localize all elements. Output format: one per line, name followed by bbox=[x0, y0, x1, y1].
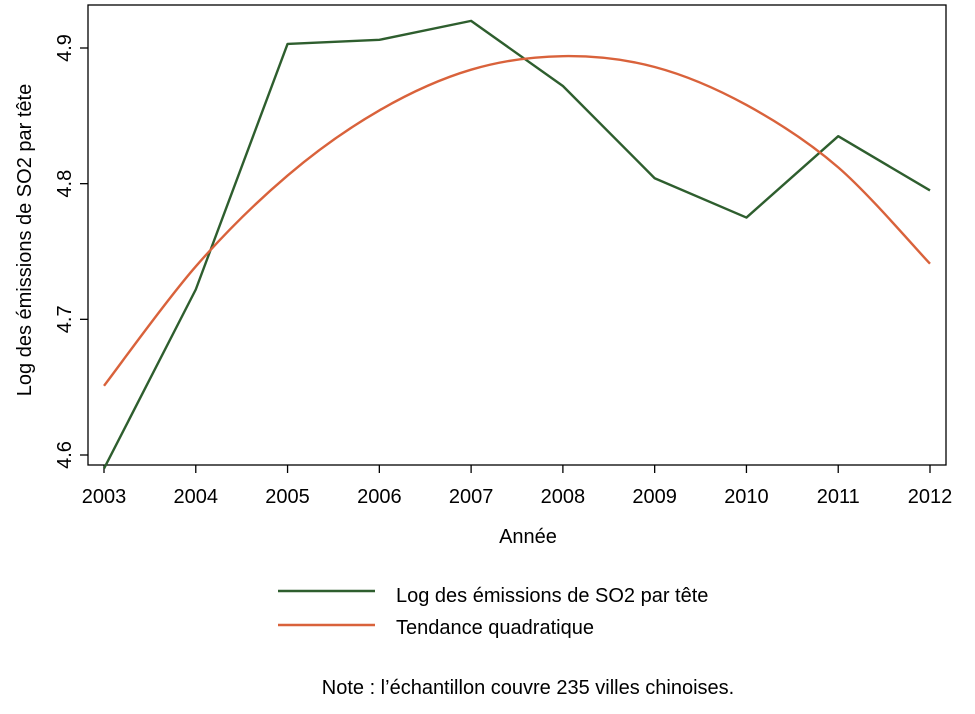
x-tick-label: 2006 bbox=[357, 486, 402, 508]
plot-frame bbox=[87, 4, 947, 466]
y-tick-label: 4.7 bbox=[54, 305, 76, 333]
x-tick-label: 2012 bbox=[908, 486, 953, 508]
y-axis: 4.6 4.7 4.8 4.9 bbox=[54, 34, 88, 469]
y-tick-label: 4.6 bbox=[54, 441, 76, 469]
series-line-so2 bbox=[102, 19, 931, 470]
x-tick-label: 2009 bbox=[632, 486, 677, 508]
x-tick-label: 2005 bbox=[265, 486, 310, 508]
series-layer bbox=[102, 19, 931, 470]
series-line-trend bbox=[103, 54, 931, 387]
x-tick-label: 2011 bbox=[817, 486, 860, 508]
y-axis-title: Log des émissions de SO2 par tête bbox=[14, 84, 36, 396]
y-tick-label: 4.9 bbox=[54, 34, 76, 62]
x-tick-label: 2008 bbox=[541, 486, 586, 508]
legend: Log des émissions de SO2 par tête Tendan… bbox=[278, 585, 708, 639]
x-tick-label: 2007 bbox=[449, 486, 494, 508]
x-axis: 2003 2004 2005 2006 2007 2008 2009 2010 2011 2012 bbox=[82, 465, 953, 508]
chart-note: Note : l’échantillon couvre 235 villes c… bbox=[322, 677, 734, 699]
y-tick-label: 4.8 bbox=[54, 170, 76, 198]
x-tick-label: 2010 bbox=[724, 486, 769, 508]
x-tick-label: 2003 bbox=[82, 486, 127, 508]
x-axis-title: Année bbox=[499, 526, 557, 548]
legend-label-series-1: Log des émissions de SO2 par tête bbox=[396, 585, 708, 607]
legend-label-series-2: Tendance quadratique bbox=[396, 617, 594, 639]
x-tick-label: 2004 bbox=[174, 486, 219, 508]
